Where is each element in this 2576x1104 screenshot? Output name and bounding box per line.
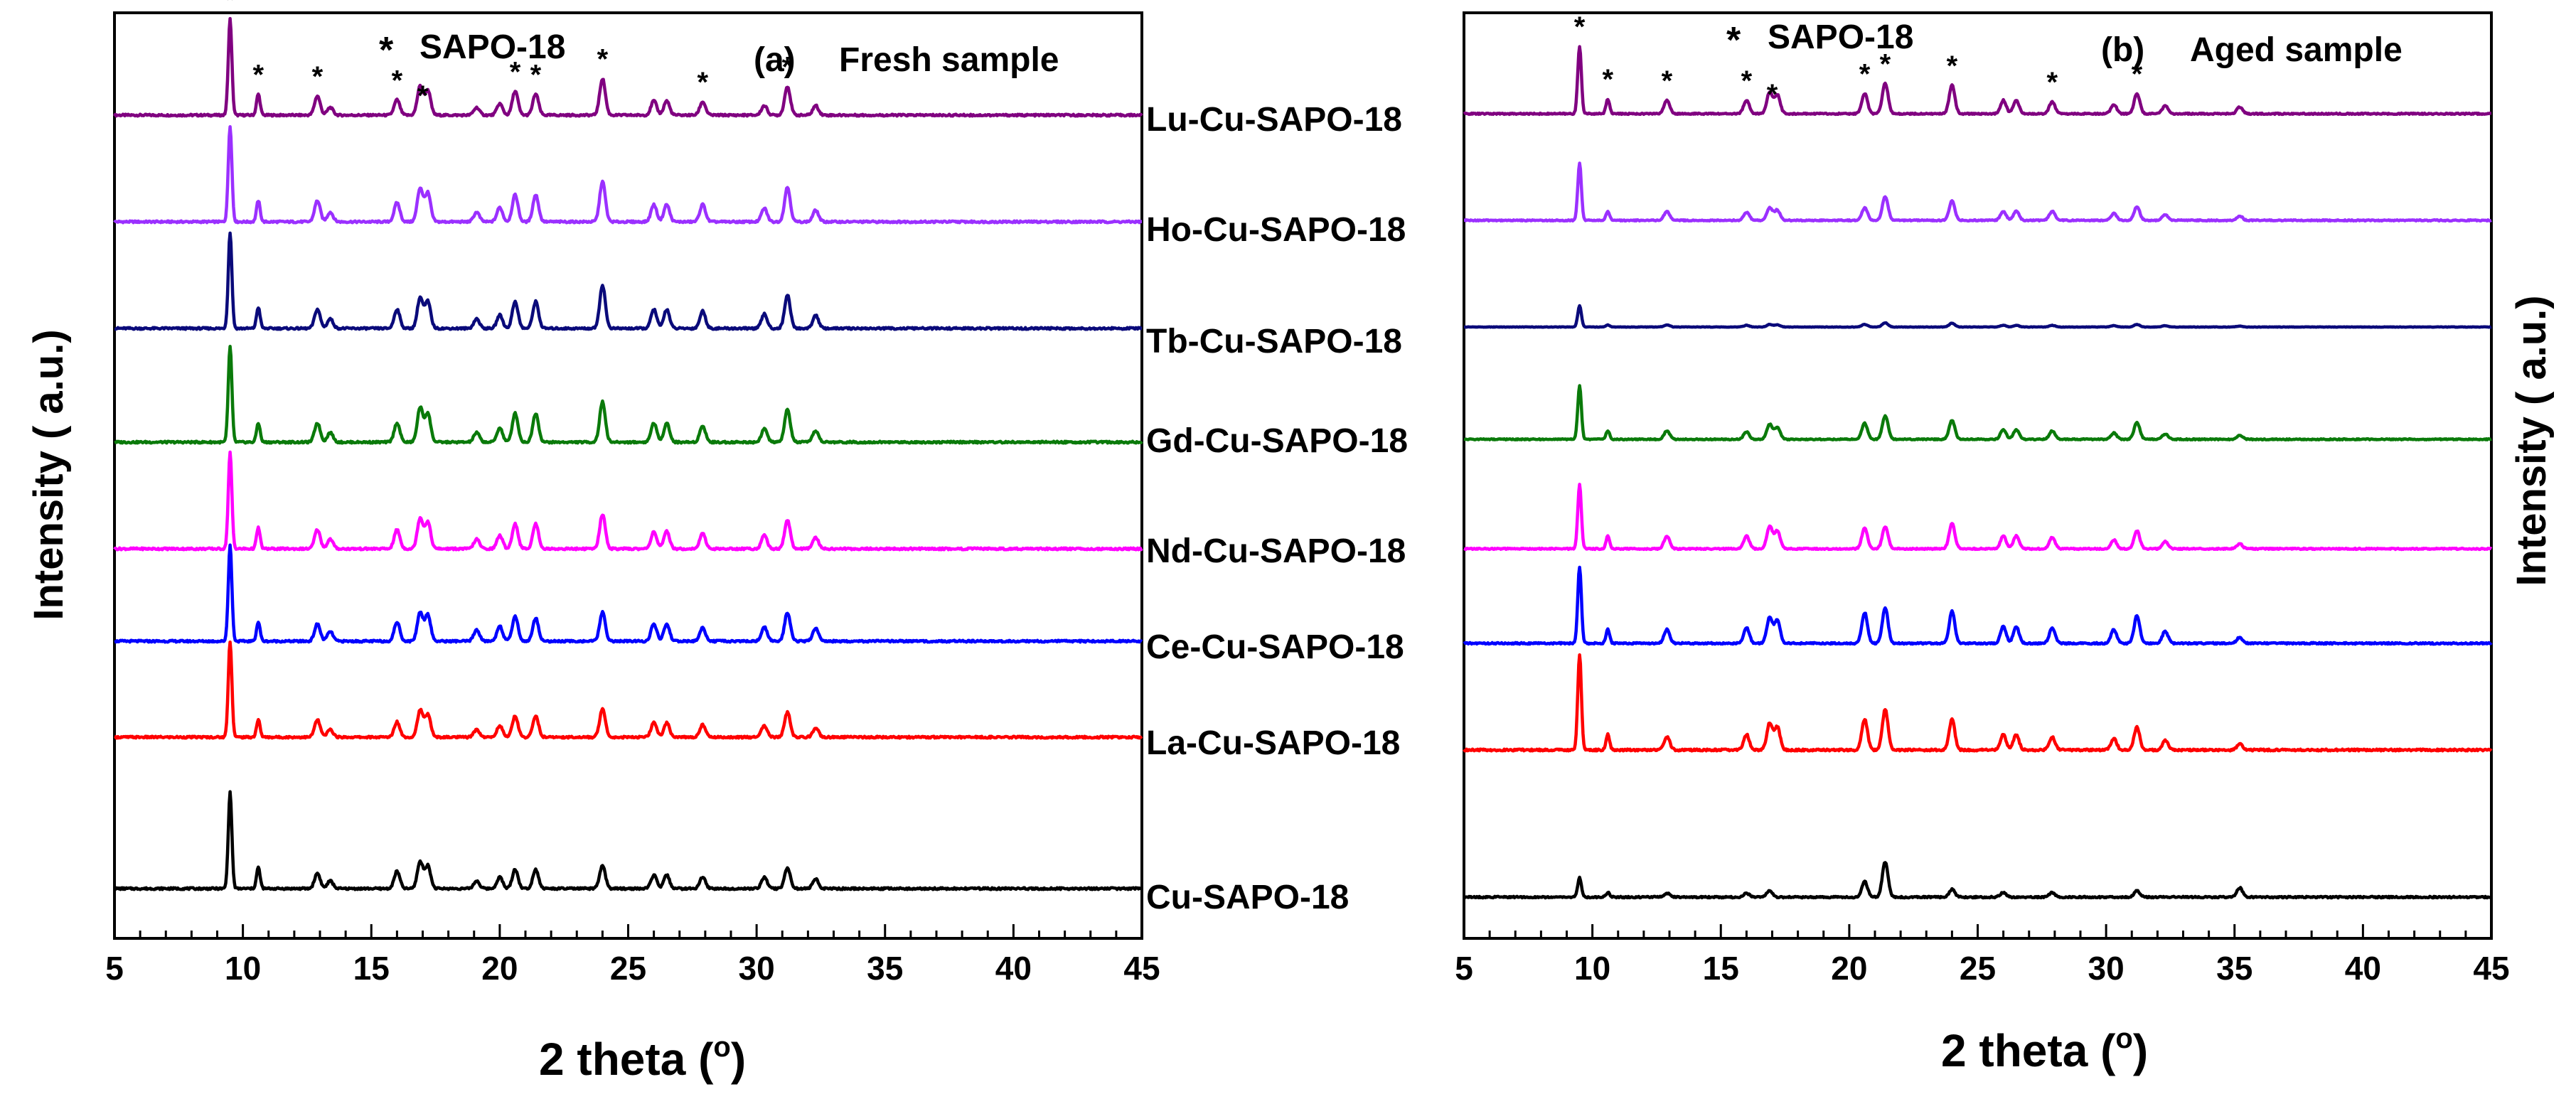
panel-a-frame bbox=[113, 11, 1143, 940]
panel-b-trace-ho-cu-sapo-18 bbox=[1463, 161, 2493, 223]
panel-b-tick-label-45: 45 bbox=[2473, 950, 2509, 987]
panel-a-star-markers: ** * * ** * ** * bbox=[225, 0, 793, 112]
panel-b-star-marker-6: * bbox=[1880, 48, 1891, 80]
panel-b-star-marker-4: * bbox=[1767, 79, 1778, 110]
sample-label-lu-cu-sapo-18: Lu-Cu-SAPO-18 bbox=[1146, 101, 1402, 139]
panel-b-star-marker-7: * bbox=[1947, 50, 1958, 82]
panel-b-tick-label-25: 25 bbox=[1960, 950, 1996, 987]
panel-a-tick-label-40: 40 bbox=[995, 950, 1032, 987]
panel-a-trace-ce-cu-sapo-18 bbox=[113, 543, 1143, 644]
panel-b-trace-gd-cu-sapo-18 bbox=[1463, 384, 2493, 441]
panel-a-traces bbox=[112, 16, 1143, 891]
panel-a-fresh: ** * * ** * ** * 5 10 15 20 25 30 35 40 45 (a) Fresh s… bbox=[26, 0, 1160, 1085]
panel-a-star-marker-1: * bbox=[253, 59, 264, 90]
panel-b-star-marker-2: * bbox=[1662, 65, 1673, 97]
panel-a-star-marker-2: * bbox=[312, 61, 324, 92]
panel-a-x-axis: 5 10 15 20 25 30 35 40 45 bbox=[105, 924, 1160, 987]
panel-a-trace-la-cu-sapo-18 bbox=[113, 640, 1143, 740]
panel-b-tick-label-30: 30 bbox=[2088, 950, 2125, 987]
panel-b-trace-tb-cu-sapo-18 bbox=[1463, 304, 2493, 329]
panel-b-tick-label-40: 40 bbox=[2345, 950, 2381, 987]
panel-b-frame bbox=[1463, 11, 2493, 940]
panel-a-star-marker-0: * bbox=[225, 0, 236, 16]
panel-a-star-marker-6: * bbox=[530, 59, 542, 90]
panel-a-tick-label-35: 35 bbox=[867, 950, 903, 987]
panel-b-title: Aged sample bbox=[2190, 31, 2403, 69]
panel-b-star-markers: ** * * ** * ** * bbox=[1574, 11, 2143, 110]
panel-a-tick-label-5: 5 bbox=[105, 950, 124, 987]
panel-b-trace-ce-cu-sapo-18 bbox=[1463, 565, 2493, 646]
sample-labels: Lu-Cu-SAPO-18 Ho-Cu-SAPO-18 Tb-Cu-SAPO-18 G… bbox=[1146, 101, 1408, 916]
panel-b-trace-la-cu-sapo-18 bbox=[1463, 653, 2493, 753]
panel-a-x-title-degree: o bbox=[713, 1031, 730, 1063]
panel-a-tick-label-25: 25 bbox=[610, 950, 646, 987]
panel-b-x-axis: 5 10 15 20 25 30 35 40 45 bbox=[1455, 924, 2510, 987]
panel-b-aged: ** * * ** * ** * 5 10 15 20 25 30 35 40 45 (b) Aged sa… bbox=[1455, 11, 2555, 1076]
panel-b-trace-nd-cu-sapo-18 bbox=[1463, 483, 2493, 552]
panel-a-title: Fresh sample bbox=[839, 41, 1059, 79]
panel-a-trace-nd-cu-sapo-18 bbox=[113, 450, 1143, 552]
panel-a-legend-text: SAPO-18 bbox=[419, 28, 565, 66]
panel-b-star-marker-9: * bbox=[2132, 59, 2143, 90]
panel-a-x-title-main: 2 theta ( bbox=[539, 1034, 714, 1085]
panel-a-tick-label-30: 30 bbox=[739, 950, 775, 987]
panel-a-label: (a) bbox=[754, 41, 796, 79]
panel-a-star-marker-4: * bbox=[417, 80, 429, 112]
panel-a-tick-label-45: 45 bbox=[1123, 950, 1160, 987]
panel-a-trace-cu-sapo-18 bbox=[113, 790, 1143, 891]
panel-b-star-marker-3: * bbox=[1741, 65, 1753, 97]
sample-label-ce-cu-sapo-18: Ce-Cu-SAPO-18 bbox=[1146, 628, 1404, 666]
panel-b-label: (b) bbox=[2101, 31, 2144, 69]
panel-a-star-marker-3: * bbox=[392, 65, 403, 96]
panel-a-star-marker-5: * bbox=[510, 56, 521, 87]
panel-b-star-marker-5: * bbox=[1859, 59, 1871, 90]
panel-b-x-title-main: 2 theta ( bbox=[1941, 1025, 2116, 1076]
sample-label-tb-cu-sapo-18: Tb-Cu-SAPO-18 bbox=[1146, 323, 1402, 360]
panel-b-traces bbox=[1463, 45, 2493, 900]
panel-b-tick-label-20: 20 bbox=[1831, 950, 1867, 987]
panel-b-tick-label-5: 5 bbox=[1455, 950, 1473, 987]
panel-b-trace-cu-sapo-18 bbox=[1463, 861, 2493, 900]
panel-b-trace-lu-cu-sapo-18 bbox=[1463, 45, 2493, 117]
panel-b-legend-star: * bbox=[1726, 20, 1741, 61]
sample-label-la-cu-sapo-18: La-Cu-SAPO-18 bbox=[1146, 724, 1400, 762]
sample-label-gd-cu-sapo-18: Gd-Cu-SAPO-18 bbox=[1146, 422, 1408, 460]
sample-label-nd-cu-sapo-18: Nd-Cu-SAPO-18 bbox=[1146, 532, 1406, 570]
panel-b-x-title-close: ) bbox=[2133, 1025, 2148, 1076]
panel-a-trace-lu-cu-sapo-18 bbox=[112, 16, 1143, 118]
panel-b-star-marker-0: * bbox=[1574, 11, 1586, 43]
panel-a-trace-tb-cu-sapo-18 bbox=[113, 231, 1143, 331]
panel-b-x-title-degree: o bbox=[2115, 1023, 2132, 1054]
panel-a-legend-star: * bbox=[379, 30, 394, 71]
sample-label-cu-sapo-18: Cu-SAPO-18 bbox=[1146, 879, 1349, 916]
panel-b-tick-label-35: 35 bbox=[2216, 950, 2252, 987]
panel-a-tick-label-10: 10 bbox=[225, 950, 261, 987]
panel-b-legend-text: SAPO-18 bbox=[1768, 18, 1913, 56]
panel-a-star-marker-8: * bbox=[697, 67, 708, 98]
panel-a-y-title: Intensity ( a.u.) bbox=[26, 329, 72, 620]
panel-a-star-marker-7: * bbox=[597, 44, 609, 75]
panel-b-x-title: 2 theta (o) bbox=[1941, 1023, 2148, 1076]
panel-b-star-marker-8: * bbox=[2046, 67, 2058, 98]
panel-b-star-marker-1: * bbox=[1603, 64, 1614, 95]
panel-a-tick-label-20: 20 bbox=[481, 950, 518, 987]
panel-b-tick-label-15: 15 bbox=[1703, 950, 1739, 987]
panel-a-tick-label-15: 15 bbox=[353, 950, 390, 987]
sample-label-ho-cu-sapo-18: Ho-Cu-SAPO-18 bbox=[1146, 211, 1406, 249]
panel-a-x-title-close: ) bbox=[731, 1034, 746, 1085]
panel-a-trace-gd-cu-sapo-18 bbox=[113, 345, 1143, 445]
panel-b-tick-label-10: 10 bbox=[1574, 950, 1610, 987]
panel-a-star-marker-9: * bbox=[782, 52, 793, 83]
panel-b-y-title: Intensity ( a.u.) bbox=[2508, 295, 2555, 586]
panel-a-x-title: 2 theta (o) bbox=[539, 1031, 746, 1085]
panel-a-trace-ho-cu-sapo-18 bbox=[113, 125, 1143, 225]
